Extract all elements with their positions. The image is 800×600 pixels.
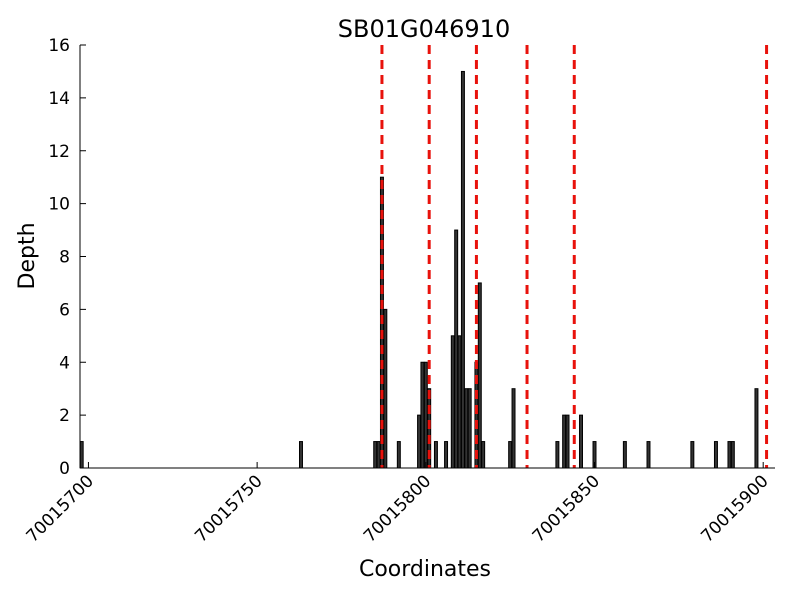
bar-32 [713, 441, 718, 469]
bar-15 [457, 335, 462, 469]
bar-6 [396, 441, 401, 469]
bar-11 [433, 441, 438, 469]
x-tick-label-4: 70015900 [697, 471, 772, 546]
bar-5 [383, 308, 388, 469]
bars [79, 70, 759, 469]
bar-18 [467, 388, 472, 469]
y-tick-label-4: 8 [59, 248, 70, 268]
y-tick-label-2: 4 [59, 353, 70, 373]
x-tick-label-0: 70015700 [23, 471, 98, 546]
y-tick-label-6: 12 [48, 142, 70, 162]
bar-21 [481, 441, 486, 469]
bar-25 [562, 414, 567, 469]
bar-31 [690, 441, 695, 469]
bar-20 [477, 282, 482, 469]
x-ticks: 70015700 70015750 70015800 70015850 70015900 [23, 462, 773, 547]
x-tick-label-2: 70015800 [360, 471, 435, 546]
bar-30 [646, 441, 651, 469]
bar-22 [508, 441, 513, 469]
bar-35 [754, 388, 759, 469]
y-tick-label-5: 10 [48, 195, 70, 215]
y-tick-label-7: 14 [48, 89, 70, 109]
bar-0 [79, 441, 84, 469]
bar-24 [555, 441, 560, 469]
bar-26 [565, 414, 570, 469]
bar-8 [420, 361, 425, 469]
chart-title: SB01G046910 [338, 15, 510, 43]
bar-3 [376, 441, 381, 469]
bar-23 [511, 388, 516, 469]
y-ticks: 0 2 4 6 8 10 12 14 16 [48, 36, 86, 479]
bar-17 [464, 388, 469, 469]
y-tick-label-3: 6 [59, 300, 70, 320]
bar-1 [299, 441, 303, 469]
bar-29 [622, 441, 627, 469]
bar-9 [423, 361, 428, 469]
bar-7 [417, 414, 422, 469]
bar-2 [373, 441, 378, 469]
y-tick-label-8: 16 [48, 36, 70, 56]
bar-27 [579, 414, 583, 469]
x-axis-label: Coordinates [359, 557, 491, 582]
bar-14 [454, 229, 459, 469]
x-tick-label-1: 70015750 [191, 471, 266, 546]
bar-13 [450, 335, 455, 469]
y-tick-label-0: 0 [59, 459, 70, 479]
bar-12 [444, 441, 449, 469]
bar-16 [460, 70, 465, 469]
y-tick-label-1: 2 [59, 406, 70, 426]
vertical-markers [380, 45, 769, 468]
bar-33 [727, 441, 732, 469]
y-axis-label: Depth [15, 222, 40, 289]
x-tick-label-3: 70015850 [529, 471, 604, 546]
bar-34 [730, 441, 735, 469]
